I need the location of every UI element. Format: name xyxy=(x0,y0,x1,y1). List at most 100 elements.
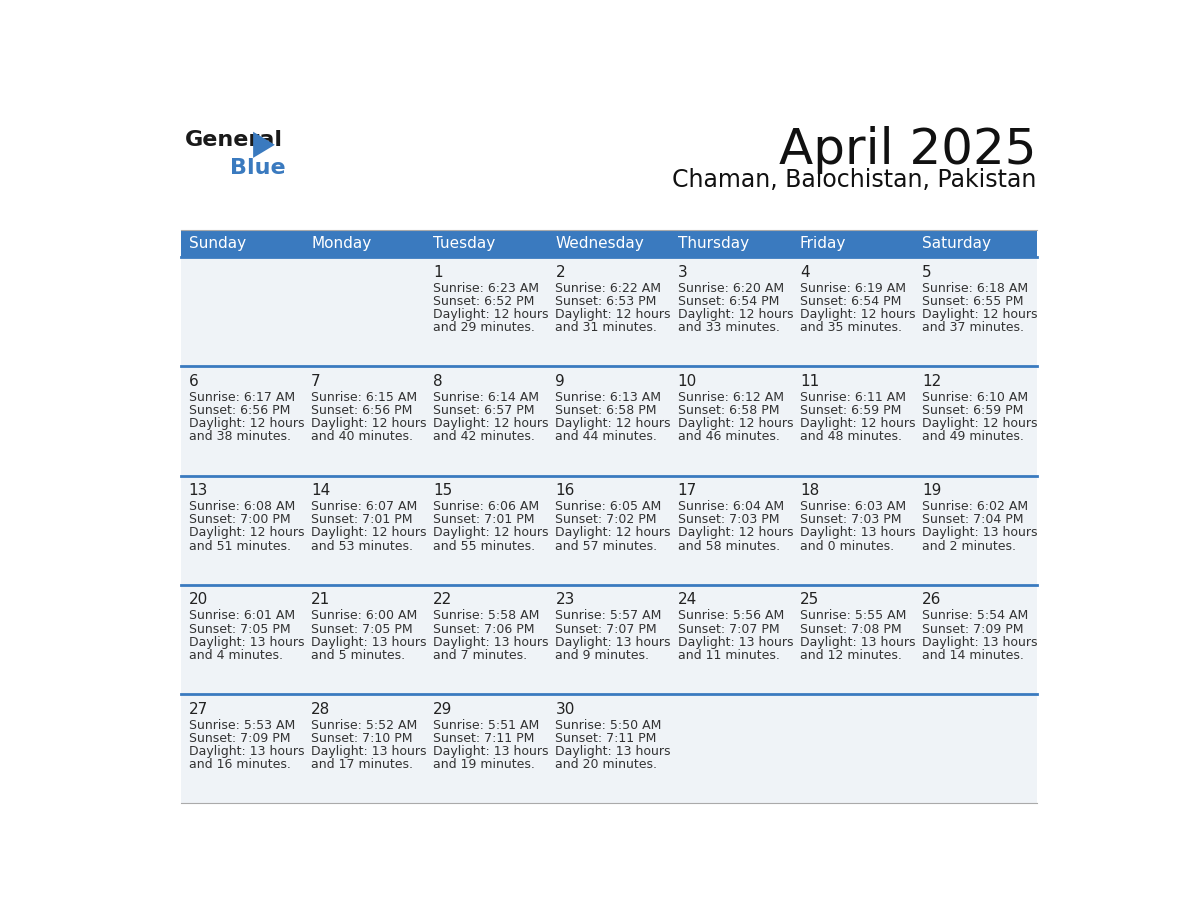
Text: Daylight: 12 hours: Daylight: 12 hours xyxy=(677,418,794,431)
Text: 9: 9 xyxy=(556,375,565,389)
Text: Sunrise: 5:53 AM: Sunrise: 5:53 AM xyxy=(189,719,295,732)
Text: Sunrise: 5:58 AM: Sunrise: 5:58 AM xyxy=(434,610,539,622)
Text: Sunset: 6:54 PM: Sunset: 6:54 PM xyxy=(677,295,779,308)
Text: Daylight: 13 hours: Daylight: 13 hours xyxy=(556,744,671,757)
Text: Daylight: 13 hours: Daylight: 13 hours xyxy=(189,744,304,757)
Text: 21: 21 xyxy=(311,592,330,608)
Text: Daylight: 13 hours: Daylight: 13 hours xyxy=(922,635,1037,649)
Text: 11: 11 xyxy=(800,375,820,389)
Text: Daylight: 13 hours: Daylight: 13 hours xyxy=(434,744,549,757)
Text: Sunrise: 6:12 AM: Sunrise: 6:12 AM xyxy=(677,391,784,404)
Text: 5: 5 xyxy=(922,265,931,280)
Text: Sunset: 6:58 PM: Sunset: 6:58 PM xyxy=(556,404,657,417)
Text: and 48 minutes.: and 48 minutes. xyxy=(800,431,902,443)
Text: and 37 minutes.: and 37 minutes. xyxy=(922,321,1024,334)
Text: Sunrise: 5:51 AM: Sunrise: 5:51 AM xyxy=(434,719,539,732)
Text: Saturday: Saturday xyxy=(922,236,991,251)
Text: 27: 27 xyxy=(189,701,208,717)
Text: Sunset: 7:11 PM: Sunset: 7:11 PM xyxy=(434,732,535,744)
Text: and 12 minutes.: and 12 minutes. xyxy=(800,649,902,662)
Text: and 16 minutes.: and 16 minutes. xyxy=(189,758,291,771)
Text: Sunrise: 5:52 AM: Sunrise: 5:52 AM xyxy=(311,719,417,732)
Text: and 46 minutes.: and 46 minutes. xyxy=(677,431,779,443)
Text: Daylight: 13 hours: Daylight: 13 hours xyxy=(311,635,426,649)
Text: Daylight: 12 hours: Daylight: 12 hours xyxy=(556,418,671,431)
Text: Sunset: 6:55 PM: Sunset: 6:55 PM xyxy=(922,295,1024,308)
Text: Thursday: Thursday xyxy=(677,236,748,251)
Text: and 40 minutes.: and 40 minutes. xyxy=(311,431,413,443)
Bar xyxy=(425,230,548,257)
Text: and 33 minutes.: and 33 minutes. xyxy=(677,321,779,334)
Bar xyxy=(181,694,1037,803)
Text: and 35 minutes.: and 35 minutes. xyxy=(800,321,902,334)
Text: and 0 minutes.: and 0 minutes. xyxy=(800,540,895,553)
Text: and 4 minutes.: and 4 minutes. xyxy=(189,649,283,662)
Text: 28: 28 xyxy=(311,701,330,717)
Text: Sunset: 7:03 PM: Sunset: 7:03 PM xyxy=(677,513,779,526)
Text: Daylight: 13 hours: Daylight: 13 hours xyxy=(800,526,916,540)
Text: and 42 minutes.: and 42 minutes. xyxy=(434,431,535,443)
Text: Wednesday: Wednesday xyxy=(556,236,644,251)
Text: Sunrise: 6:18 AM: Sunrise: 6:18 AM xyxy=(922,282,1029,295)
Text: Sunrise: 6:14 AM: Sunrise: 6:14 AM xyxy=(434,391,539,404)
Text: Tuesday: Tuesday xyxy=(434,236,495,251)
Text: Daylight: 13 hours: Daylight: 13 hours xyxy=(311,744,426,757)
Text: Sunrise: 6:00 AM: Sunrise: 6:00 AM xyxy=(311,610,417,622)
Bar xyxy=(181,476,1037,585)
Text: Daylight: 12 hours: Daylight: 12 hours xyxy=(189,418,304,431)
Text: General: General xyxy=(185,130,283,151)
Text: and 31 minutes.: and 31 minutes. xyxy=(556,321,657,334)
Text: Daylight: 13 hours: Daylight: 13 hours xyxy=(556,635,671,649)
Text: 16: 16 xyxy=(556,483,575,498)
Text: Sunset: 7:07 PM: Sunset: 7:07 PM xyxy=(677,622,779,635)
Text: Sunset: 7:00 PM: Sunset: 7:00 PM xyxy=(189,513,290,526)
Text: Monday: Monday xyxy=(311,236,372,251)
Text: Sunrise: 6:20 AM: Sunrise: 6:20 AM xyxy=(677,282,784,295)
Bar xyxy=(181,585,1037,694)
Text: and 11 minutes.: and 11 minutes. xyxy=(677,649,779,662)
Text: Daylight: 12 hours: Daylight: 12 hours xyxy=(677,308,794,321)
Text: 15: 15 xyxy=(434,483,453,498)
Text: Sunrise: 6:02 AM: Sunrise: 6:02 AM xyxy=(922,500,1029,513)
Text: Daylight: 12 hours: Daylight: 12 hours xyxy=(311,526,426,540)
Text: and 49 minutes.: and 49 minutes. xyxy=(922,431,1024,443)
Text: Sunset: 7:05 PM: Sunset: 7:05 PM xyxy=(189,622,290,635)
Text: and 38 minutes.: and 38 minutes. xyxy=(189,431,291,443)
Text: 7: 7 xyxy=(311,375,321,389)
Text: 19: 19 xyxy=(922,483,942,498)
Text: Daylight: 13 hours: Daylight: 13 hours xyxy=(189,635,304,649)
Text: Sunrise: 6:17 AM: Sunrise: 6:17 AM xyxy=(189,391,295,404)
Text: and 53 minutes.: and 53 minutes. xyxy=(311,540,413,553)
Text: Daylight: 12 hours: Daylight: 12 hours xyxy=(189,526,304,540)
Text: 23: 23 xyxy=(556,592,575,608)
Text: 24: 24 xyxy=(677,592,697,608)
Text: 17: 17 xyxy=(677,483,697,498)
Bar xyxy=(181,366,1037,476)
Text: Sunset: 7:04 PM: Sunset: 7:04 PM xyxy=(922,513,1024,526)
Text: Sunset: 6:53 PM: Sunset: 6:53 PM xyxy=(556,295,657,308)
Text: and 9 minutes.: and 9 minutes. xyxy=(556,649,650,662)
Text: Daylight: 12 hours: Daylight: 12 hours xyxy=(800,308,916,321)
Text: Daylight: 12 hours: Daylight: 12 hours xyxy=(556,308,671,321)
Text: Sunrise: 5:54 AM: Sunrise: 5:54 AM xyxy=(922,610,1029,622)
Text: Sunset: 7:09 PM: Sunset: 7:09 PM xyxy=(922,622,1024,635)
Text: 25: 25 xyxy=(800,592,820,608)
Text: 4: 4 xyxy=(800,265,809,280)
Text: Sunset: 7:05 PM: Sunset: 7:05 PM xyxy=(311,622,412,635)
Text: Sunset: 7:01 PM: Sunset: 7:01 PM xyxy=(311,513,412,526)
Text: Daylight: 13 hours: Daylight: 13 hours xyxy=(922,526,1037,540)
Text: 30: 30 xyxy=(556,701,575,717)
Text: Daylight: 12 hours: Daylight: 12 hours xyxy=(922,418,1037,431)
Text: and 2 minutes.: and 2 minutes. xyxy=(922,540,1016,553)
Text: 10: 10 xyxy=(677,375,697,389)
Text: Sunset: 7:02 PM: Sunset: 7:02 PM xyxy=(556,513,657,526)
Text: Sunday: Sunday xyxy=(189,236,246,251)
Text: Daylight: 13 hours: Daylight: 13 hours xyxy=(434,635,549,649)
Text: Sunrise: 6:04 AM: Sunrise: 6:04 AM xyxy=(677,500,784,513)
Text: Sunrise: 6:11 AM: Sunrise: 6:11 AM xyxy=(800,391,906,404)
Bar xyxy=(181,257,1037,366)
Text: Sunset: 7:03 PM: Sunset: 7:03 PM xyxy=(800,513,902,526)
Text: 6: 6 xyxy=(189,375,198,389)
Text: 18: 18 xyxy=(800,483,820,498)
Text: Sunset: 6:59 PM: Sunset: 6:59 PM xyxy=(800,404,902,417)
